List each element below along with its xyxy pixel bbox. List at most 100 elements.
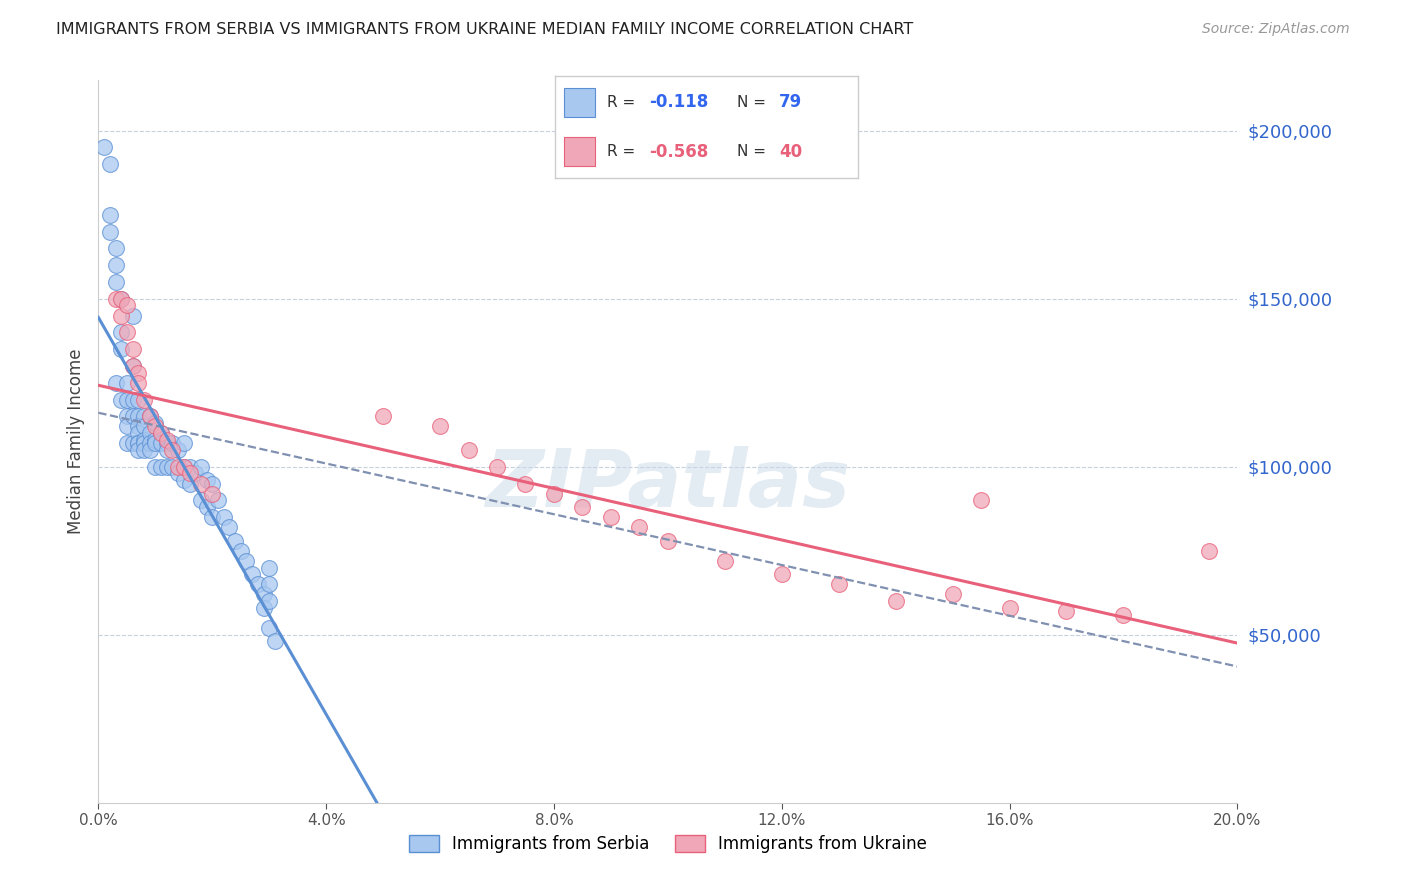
- Point: [628, 520, 651, 534]
- Point: [98, 157, 121, 171]
- Point: [138, 442, 160, 457]
- Point: [132, 409, 155, 424]
- Point: [162, 436, 184, 450]
- Point: [373, 409, 395, 424]
- Point: [201, 510, 224, 524]
- Point: [1056, 604, 1078, 618]
- Point: [121, 342, 143, 356]
- Point: [195, 500, 218, 514]
- Text: N =: N =: [737, 95, 766, 110]
- Point: [167, 442, 190, 457]
- Bar: [564, 137, 595, 166]
- Point: [138, 426, 160, 441]
- Point: [104, 292, 127, 306]
- Point: [104, 376, 127, 390]
- Point: [162, 442, 184, 457]
- Point: [515, 476, 537, 491]
- Point: [93, 140, 115, 154]
- Point: [543, 486, 565, 500]
- Point: [429, 419, 451, 434]
- Point: [179, 459, 201, 474]
- Text: 79: 79: [779, 94, 803, 112]
- Point: [145, 459, 167, 474]
- Point: [145, 433, 167, 447]
- Point: [457, 442, 479, 457]
- Point: [201, 476, 224, 491]
- Point: [110, 326, 132, 340]
- Point: [173, 473, 195, 487]
- Point: [998, 600, 1021, 615]
- Text: ZIPatlas: ZIPatlas: [485, 446, 851, 524]
- Point: [127, 419, 149, 434]
- Point: [167, 459, 190, 474]
- Point: [110, 292, 132, 306]
- Point: [115, 409, 138, 424]
- Point: [1198, 543, 1220, 558]
- Point: [132, 442, 155, 457]
- Text: 40: 40: [779, 143, 803, 161]
- Point: [121, 409, 143, 424]
- Point: [571, 500, 593, 514]
- Point: [714, 554, 737, 568]
- Point: [259, 560, 281, 574]
- Text: -0.118: -0.118: [650, 94, 709, 112]
- Point: [156, 459, 179, 474]
- Point: [190, 459, 212, 474]
- Point: [150, 426, 173, 441]
- Point: [98, 225, 121, 239]
- Point: [218, 520, 240, 534]
- Point: [246, 577, 269, 591]
- Point: [110, 309, 132, 323]
- Point: [127, 392, 149, 407]
- Text: R =: R =: [607, 95, 636, 110]
- Point: [201, 486, 224, 500]
- Point: [127, 436, 149, 450]
- Point: [252, 600, 274, 615]
- Point: [1112, 607, 1135, 622]
- Point: [145, 416, 167, 430]
- Point: [127, 409, 149, 424]
- Point: [167, 467, 190, 481]
- Point: [115, 298, 138, 312]
- Point: [173, 459, 195, 474]
- Point: [132, 419, 155, 434]
- Point: [121, 392, 143, 407]
- Point: [259, 577, 281, 591]
- Point: [121, 359, 143, 373]
- Point: [970, 493, 993, 508]
- Text: N =: N =: [737, 145, 766, 160]
- Point: [138, 436, 160, 450]
- Point: [127, 376, 149, 390]
- Point: [600, 510, 623, 524]
- Point: [127, 442, 149, 457]
- Point: [150, 459, 173, 474]
- Point: [110, 292, 132, 306]
- Point: [252, 587, 274, 601]
- Point: [264, 634, 287, 648]
- Point: [150, 426, 173, 441]
- Text: R =: R =: [607, 145, 636, 160]
- Point: [104, 275, 127, 289]
- Point: [207, 493, 229, 508]
- Point: [121, 309, 143, 323]
- Point: [195, 473, 218, 487]
- Point: [121, 359, 143, 373]
- Point: [184, 467, 207, 481]
- Point: [145, 419, 167, 434]
- Point: [224, 533, 246, 548]
- Point: [127, 426, 149, 441]
- Point: [190, 493, 212, 508]
- Text: -0.568: -0.568: [650, 143, 709, 161]
- Point: [190, 476, 212, 491]
- Point: [156, 442, 179, 457]
- Point: [162, 459, 184, 474]
- Point: [127, 436, 149, 450]
- Point: [132, 436, 155, 450]
- Point: [104, 258, 127, 272]
- Point: [173, 459, 195, 474]
- Point: [132, 433, 155, 447]
- Point: [115, 376, 138, 390]
- Point: [657, 533, 679, 548]
- Point: [132, 392, 155, 407]
- Point: [156, 433, 179, 447]
